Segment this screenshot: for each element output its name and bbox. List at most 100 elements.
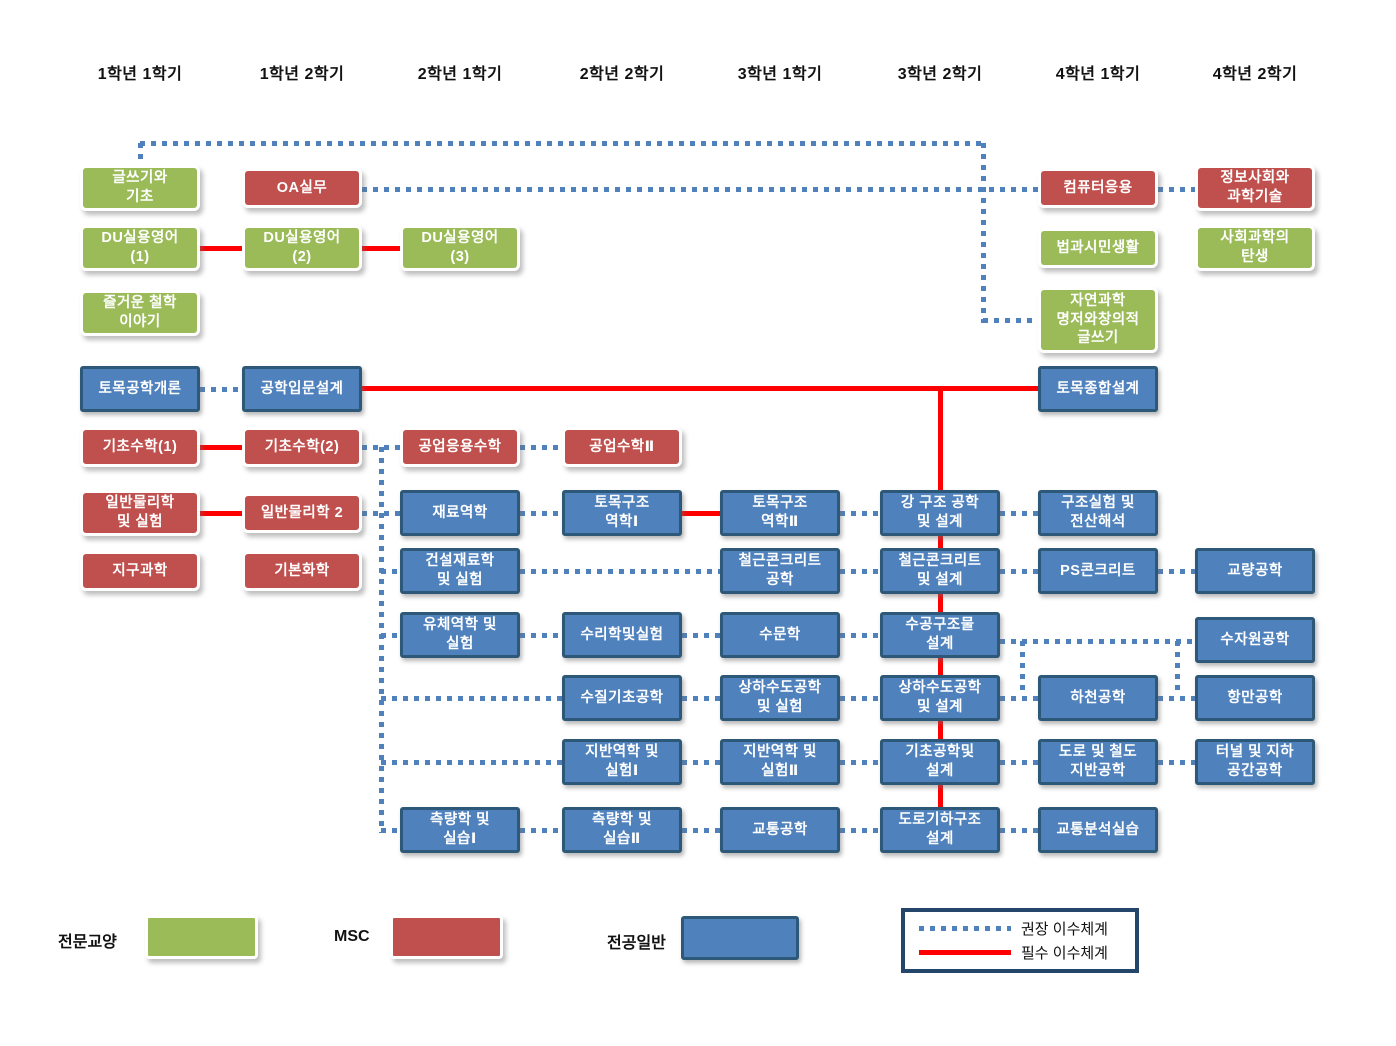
course-box: 구조실험 및 전산해석 (1038, 490, 1158, 536)
link-dotted (1000, 828, 1038, 833)
course-box: 강 구조 공학 및 설계 (880, 490, 1000, 536)
course-box: 기초수학(2) (242, 427, 362, 467)
course-box: 자연과학 명저와창의적 글쓰기 (1038, 287, 1158, 353)
link-dotted (381, 633, 400, 638)
course-box: 토목구조 역학Ⅰ (562, 490, 682, 536)
course-box: 도로 및 철도 지반공학 (1038, 739, 1158, 785)
column-header: 3학년 2학기 (897, 66, 983, 83)
link-dotted (362, 187, 1038, 192)
column-header: 4학년 1학기 (1055, 66, 1141, 83)
link-dotted (140, 141, 986, 146)
link-dotted (682, 633, 720, 638)
course-box: 컴퓨터응용 (1038, 168, 1158, 208)
legend-row-recommended: 권장 이수체계 (919, 918, 1121, 939)
course-box: 하천공학 (1038, 675, 1158, 721)
column-header: 1학년 2학기 (259, 66, 345, 83)
course-box: 수자원공학 (1195, 617, 1315, 663)
column-header: 2학년 1학기 (417, 66, 503, 83)
column-header: 1학년 1학기 (97, 66, 183, 83)
course-box: 수질기초공학 (562, 675, 682, 721)
link-dotted (1020, 641, 1025, 696)
course-box: DU실용영어 (3) (400, 225, 520, 271)
course-box: DU실용영어 (2) (242, 225, 362, 271)
legend-label-major: 전공일반 (607, 935, 666, 952)
link-dotted (1158, 569, 1196, 574)
link-solid (938, 390, 943, 809)
link-solid (200, 246, 244, 251)
line-legend-box: 권장 이수체계 필수 이수체계 (901, 908, 1139, 973)
legend-required-label: 필수 이수체계 (1021, 944, 1108, 962)
link-dotted (381, 569, 400, 574)
link-dotted (682, 760, 720, 765)
course-box: 철근콘크리트 공학 (720, 548, 840, 594)
course-box: 사회과학의 탄생 (1195, 225, 1315, 271)
course-box: 측량학 및 실습Ⅱ (562, 807, 682, 853)
course-box: 토목구조 역학Ⅱ (720, 490, 840, 536)
legend-row-required: 필수 이수체계 (919, 942, 1121, 963)
course-box: 공업응용수학 (400, 427, 520, 467)
link-dotted (362, 511, 400, 516)
course-box: 기초수학(1) (80, 427, 200, 467)
link-dotted (1000, 696, 1038, 701)
course-box: 즐거운 철학 이야기 (80, 290, 200, 336)
link-solid (200, 445, 244, 450)
link-dotted (840, 696, 880, 701)
course-box: 토목공학개론 (80, 366, 200, 412)
legend-label-msc: MSC (334, 928, 370, 945)
course-box: 지반역학 및 실험Ⅰ (562, 739, 682, 785)
link-dotted (682, 828, 720, 833)
link-dotted (381, 696, 563, 701)
link-dotted (520, 569, 720, 574)
legend-recommended-label: 권장 이수체계 (1021, 921, 1108, 939)
course-box: 기초공학및 설계 (880, 739, 1000, 785)
course-box: 유체역학 및 실험 (400, 612, 520, 658)
course-box: 수공구조물 설계 (880, 612, 1000, 658)
link-dotted (520, 828, 564, 833)
course-box: 기본화학 (242, 551, 362, 591)
course-box: 항만공학 (1195, 675, 1315, 721)
link-dotted (1000, 511, 1038, 516)
legend-label-liberal: 전문교양 (58, 934, 117, 951)
link-dotted (379, 447, 384, 833)
link-dotted (682, 696, 720, 701)
link-dotted (200, 387, 244, 392)
link-solid (362, 246, 400, 251)
course-box: 지반역학 및 실험Ⅱ (720, 739, 840, 785)
course-box: 수리학및실험 (562, 612, 682, 658)
link-dotted (1158, 760, 1196, 765)
course-box: 도로기하구조 설계 (880, 807, 1000, 853)
course-box: 교통분석실습 (1038, 807, 1158, 853)
course-box: 공학입문설계 (242, 366, 362, 412)
course-box: OA실무 (242, 168, 362, 208)
course-box: 일반물리학 2 (242, 493, 362, 533)
course-box: 측량학 및 실습Ⅰ (400, 807, 520, 853)
link-solid (682, 511, 720, 516)
column-header: 2학년 2학기 (579, 66, 665, 83)
link-dotted (840, 511, 880, 516)
link-dotted (1175, 641, 1180, 696)
course-box: 터널 및 지하 공간공학 (1195, 739, 1315, 785)
link-dotted (983, 318, 1038, 323)
course-box: 공업수학Ⅱ (562, 427, 682, 467)
course-box: 건설재료학 및 실험 (400, 548, 520, 594)
course-box: 재료역학 (400, 490, 520, 536)
link-dotted (138, 143, 143, 167)
course-box: 상하수도공학 및 설계 (880, 675, 1000, 721)
course-box: 상하수도공학 및 실험 (720, 675, 840, 721)
course-box: DU실용영어 (1) (80, 225, 200, 271)
course-box: PS콘크리트 (1038, 548, 1158, 594)
course-box: 글쓰기와 기초 (80, 165, 200, 211)
link-dotted (840, 760, 880, 765)
link-dotted (520, 633, 564, 638)
link-solid (362, 386, 1038, 391)
solid-line-sample (919, 949, 1011, 955)
link-dotted (981, 143, 986, 323)
course-box: 수문학 (720, 612, 840, 658)
link-dotted (1158, 187, 1196, 192)
link-dotted (1000, 760, 1038, 765)
course-box: 지구과학 (80, 551, 200, 591)
course-box: 교통공학 (720, 807, 840, 853)
course-box: 정보사회와 과학기술 (1195, 165, 1315, 211)
link-dotted (840, 633, 880, 638)
